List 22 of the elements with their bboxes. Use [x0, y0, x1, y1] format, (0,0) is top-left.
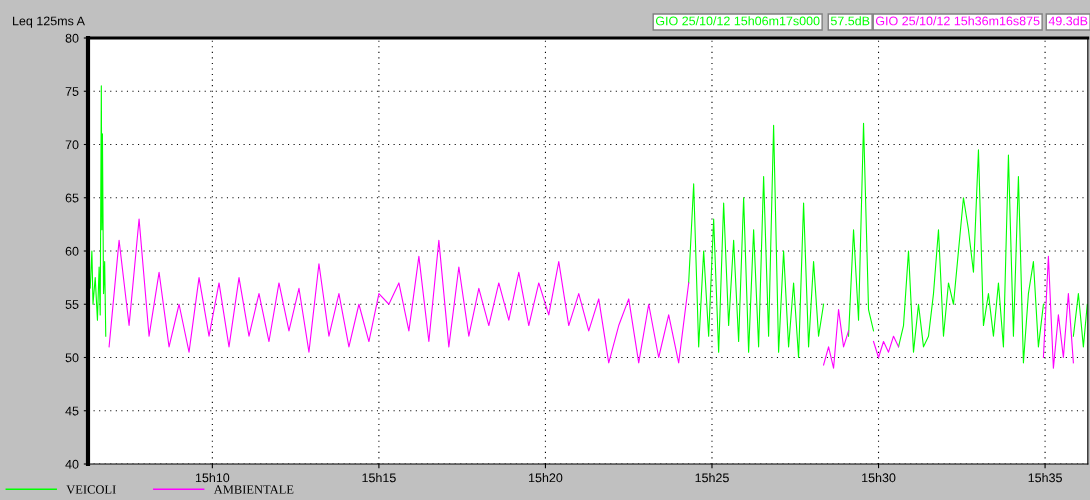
y-tick-label: 80: [65, 33, 79, 43]
y-tick-label: 55: [65, 300, 79, 309]
chart-title: Leq 125ms A: [13, 16, 85, 28]
legend-label: AMBIENTALE: [213, 485, 294, 494]
text: 57.5dB: [830, 16, 870, 26]
y-tick-label: 45: [65, 406, 79, 416]
text: GIO 25/10/12 15h36m16s875: [875, 16, 1040, 26]
x-tick-label: 15h25: [695, 473, 729, 483]
x-tick-label: 15h15: [362, 473, 396, 483]
y-tick-label: 65: [65, 193, 79, 203]
y-tick-label: 50: [65, 353, 79, 363]
text: GIO 25/10/12 15h06m17s000: [655, 16, 820, 26]
text: 49.3dB: [1048, 16, 1088, 26]
y-tick-label: 70: [65, 140, 79, 150]
y-tick-label: 40: [65, 459, 79, 469]
legend-label: VEICOLI: [66, 485, 116, 494]
x-tick-label: 15h35: [1028, 473, 1062, 483]
x-tick-label: 15h20: [529, 473, 563, 483]
x-tick-label: 15h30: [862, 473, 896, 483]
y-tick-label: 60: [65, 246, 79, 256]
x-tick-label: 15h10: [195, 473, 230, 483]
y-tick-label: 75: [65, 87, 79, 96]
